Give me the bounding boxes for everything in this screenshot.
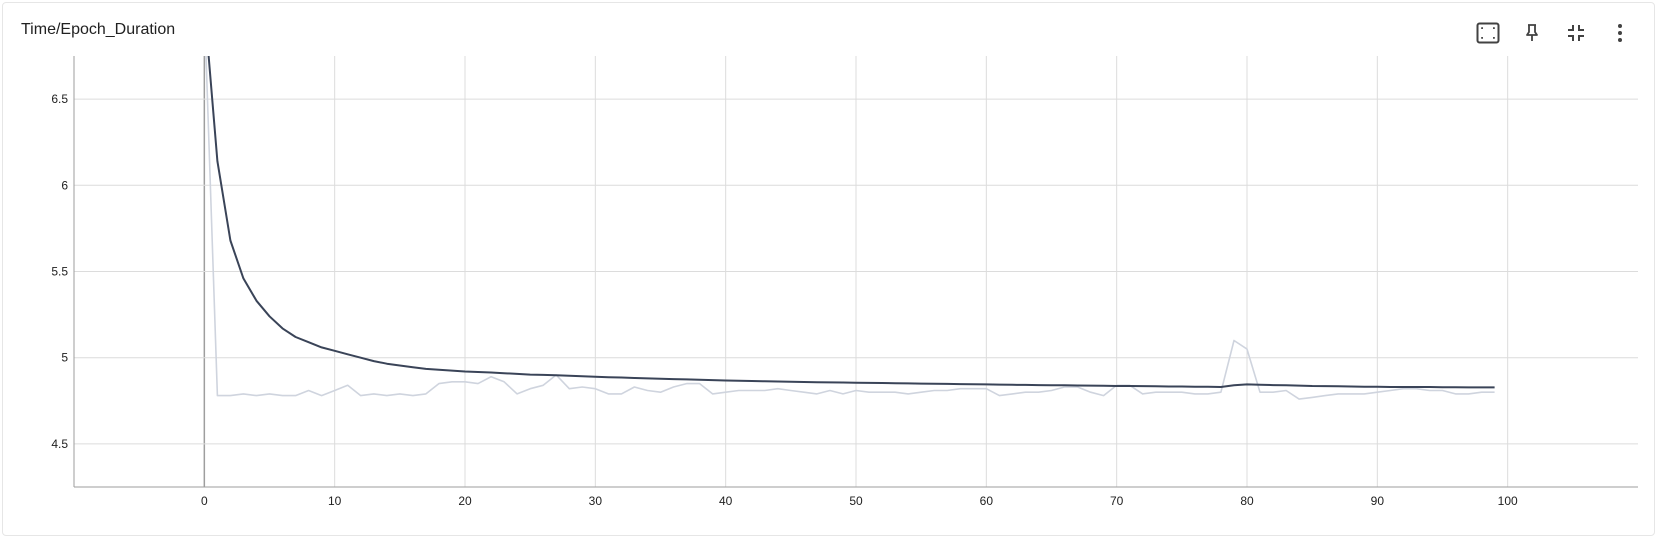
y-tick-label: 5 (61, 351, 68, 365)
fit-domain-icon (1476, 22, 1500, 44)
collapse-button[interactable] (1554, 17, 1598, 49)
x-tick-label: 20 (458, 494, 472, 508)
card-title: Time/Epoch_Duration (21, 21, 176, 38)
y-tick-label: 6.5 (51, 92, 68, 106)
fit-domain-button[interactable] (1466, 17, 1510, 49)
x-tick-label: 0 (201, 494, 208, 508)
y-tick-label: 6 (61, 178, 68, 192)
y-tick-label: 5.5 (51, 265, 68, 279)
pin-button[interactable] (1510, 17, 1554, 49)
x-tick-label: 30 (589, 494, 603, 508)
collapse-icon (1568, 25, 1584, 41)
pin-icon (1526, 24, 1538, 41)
card-toolbar (1466, 17, 1642, 49)
x-tick-label: 90 (1371, 494, 1385, 508)
raw-series-line (205, 56, 1495, 400)
x-tick-label: 10 (328, 494, 342, 508)
x-tick-label: 70 (1110, 494, 1124, 508)
y-tick-label: 4.5 (51, 437, 68, 451)
more-vert-icon (1618, 24, 1622, 42)
x-tick-label: 100 (1498, 494, 1518, 508)
x-tick-label: 80 (1240, 494, 1254, 508)
more-options-button[interactable] (1598, 17, 1642, 49)
x-tick-label: 40 (719, 494, 733, 508)
smoothed-series-line (207, 56, 1495, 389)
x-tick-label: 60 (980, 494, 994, 508)
x-tick-label: 50 (849, 494, 863, 508)
